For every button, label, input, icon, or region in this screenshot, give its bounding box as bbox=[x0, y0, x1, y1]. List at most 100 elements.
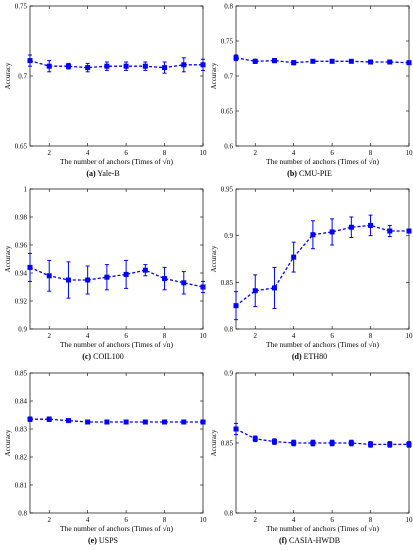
x-tick-label: 4 bbox=[86, 149, 90, 157]
y-tick-label: 0.83 bbox=[15, 426, 28, 434]
data-point bbox=[368, 441, 374, 447]
data-point bbox=[348, 58, 354, 64]
y-tick-label: 0.85 bbox=[221, 440, 234, 448]
x-tick-label: 8 bbox=[163, 332, 167, 340]
data-point bbox=[65, 277, 71, 283]
y-tick-label: 0.8 bbox=[224, 510, 233, 518]
caption-f: (f) CASIA-HWDB bbox=[206, 536, 413, 545]
x-axis-label: The number of anchors (Times of √n) bbox=[266, 340, 379, 349]
data-point bbox=[406, 441, 412, 447]
x-tick-label: 2 bbox=[253, 516, 257, 524]
y-axis-label: Accuracy bbox=[210, 62, 218, 89]
caption-tag: (c) bbox=[82, 352, 92, 361]
caption-tag: (f) bbox=[278, 536, 287, 545]
y-tick-label: 0.94 bbox=[15, 270, 28, 278]
data-point bbox=[142, 419, 148, 425]
chart-c: 0.9 0.92 0.94 0.96 0.98 1 2 4 6 8 10 Accuracy The nu… bbox=[4, 186, 208, 350]
x-tick-label: 6 bbox=[124, 149, 128, 157]
y-tick-label: 0.7 bbox=[18, 73, 27, 81]
x-tick-label: 8 bbox=[369, 149, 373, 157]
x-tick-label: 2 bbox=[47, 516, 51, 524]
chart-d: 0.8 0.85 0.9 0.95 2 4 6 8 10 Accuracy The number o… bbox=[210, 186, 413, 350]
y-tick-label: 0.8 bbox=[18, 510, 27, 518]
data-point bbox=[200, 284, 206, 290]
data-point bbox=[46, 416, 52, 422]
series-line bbox=[29, 59, 203, 69]
data-point bbox=[85, 65, 91, 71]
panel-a: 0.65 0.7 0.75 2 4 6 8 10 Accuracy The number of a… bbox=[0, 0, 208, 183]
data-point bbox=[65, 63, 71, 69]
x-tick-label: 4 bbox=[292, 332, 296, 340]
chart-f: 0.8 0.85 0.9 2 4 6 8 10 Accuracy The number of an… bbox=[210, 370, 413, 534]
series-line bbox=[235, 224, 409, 307]
x-tick-label: 10 bbox=[406, 516, 413, 524]
x-tick-label: 2 bbox=[47, 149, 51, 157]
caption-text: USPS bbox=[98, 536, 118, 545]
x-tick-label: 4 bbox=[292, 516, 296, 524]
data-point bbox=[85, 277, 91, 283]
data-point bbox=[329, 58, 335, 64]
panel-f: 0.8 0.85 0.9 2 4 6 8 10 Accuracy The number of an… bbox=[206, 366, 413, 550]
data-point bbox=[310, 440, 316, 446]
plot-area bbox=[235, 188, 410, 330]
data-point bbox=[252, 436, 258, 442]
series-line bbox=[29, 266, 204, 288]
data-point bbox=[85, 419, 91, 425]
x-tick-label: 4 bbox=[86, 332, 90, 340]
panel-e: 0.8 0.81 0.82 0.83 0.84 0.85 2 4 6 8 10 Accuracy The… bbox=[0, 366, 208, 550]
y-tick-label: 0.92 bbox=[15, 298, 28, 306]
y-tick-label: 0.85 bbox=[15, 370, 28, 378]
y-axis-label: Accuracy bbox=[210, 429, 218, 456]
data-point bbox=[46, 63, 52, 69]
x-tick-label: 8 bbox=[369, 332, 373, 340]
data-point bbox=[233, 55, 239, 61]
data-point bbox=[252, 288, 258, 294]
plot-area bbox=[29, 372, 204, 514]
data-point bbox=[200, 419, 206, 425]
data-point bbox=[123, 419, 129, 425]
y-axis-label: Accuracy bbox=[4, 62, 12, 89]
x-tick-label: 6 bbox=[330, 516, 334, 524]
x-tick-label: 10 bbox=[406, 332, 413, 340]
data-point bbox=[181, 419, 187, 425]
plot-area bbox=[235, 5, 410, 147]
y-tick-label: 0.96 bbox=[15, 242, 28, 250]
data-point bbox=[162, 276, 168, 282]
caption-text: Yale-B bbox=[97, 169, 120, 178]
y-tick-label: 0.85 bbox=[221, 279, 234, 287]
data-point bbox=[271, 58, 277, 64]
data-point bbox=[406, 60, 412, 66]
x-tick-label: 10 bbox=[200, 332, 208, 340]
x-tick-label: 6 bbox=[124, 516, 128, 524]
y-axis-label: Accuracy bbox=[4, 429, 12, 456]
x-axis-label: The number of anchors (Times of √n) bbox=[60, 157, 173, 166]
data-point bbox=[123, 271, 129, 277]
data-point bbox=[406, 228, 412, 234]
data-point bbox=[123, 63, 129, 69]
y-tick-label: 0.9 bbox=[18, 326, 27, 334]
caption-text: CASIA-HWDB bbox=[288, 536, 341, 545]
y-tick-label: 0.6 bbox=[224, 143, 233, 151]
x-tick-label: 8 bbox=[369, 516, 373, 524]
caption-text: CMU-PIE bbox=[298, 169, 332, 178]
caption-tag: (b) bbox=[287, 169, 297, 178]
x-tick-label: 4 bbox=[86, 516, 90, 524]
data-point bbox=[162, 65, 168, 71]
x-axis-label: The number of anchors (Times of √n) bbox=[266, 157, 379, 166]
data-point bbox=[104, 274, 110, 280]
data-point bbox=[27, 416, 33, 422]
x-axis-label: The number of anchors (Times of √n) bbox=[266, 524, 379, 533]
chart-e: 0.8 0.81 0.82 0.83 0.84 0.85 2 4 6 8 10 Accuracy The… bbox=[4, 370, 208, 534]
caption-a: (a) Yale-B bbox=[0, 169, 206, 178]
caption-e: (e) USPS bbox=[0, 536, 206, 545]
data-point bbox=[104, 419, 110, 425]
x-tick-label: 10 bbox=[200, 516, 208, 524]
data-point bbox=[368, 59, 374, 65]
series-line bbox=[30, 418, 203, 423]
plot-area bbox=[235, 372, 410, 514]
data-point bbox=[291, 254, 297, 260]
x-tick-label: 2 bbox=[253, 149, 257, 157]
x-tick-label: 10 bbox=[200, 149, 208, 157]
caption-tag: (d) bbox=[291, 352, 302, 361]
y-tick-label: 0.81 bbox=[15, 482, 28, 490]
